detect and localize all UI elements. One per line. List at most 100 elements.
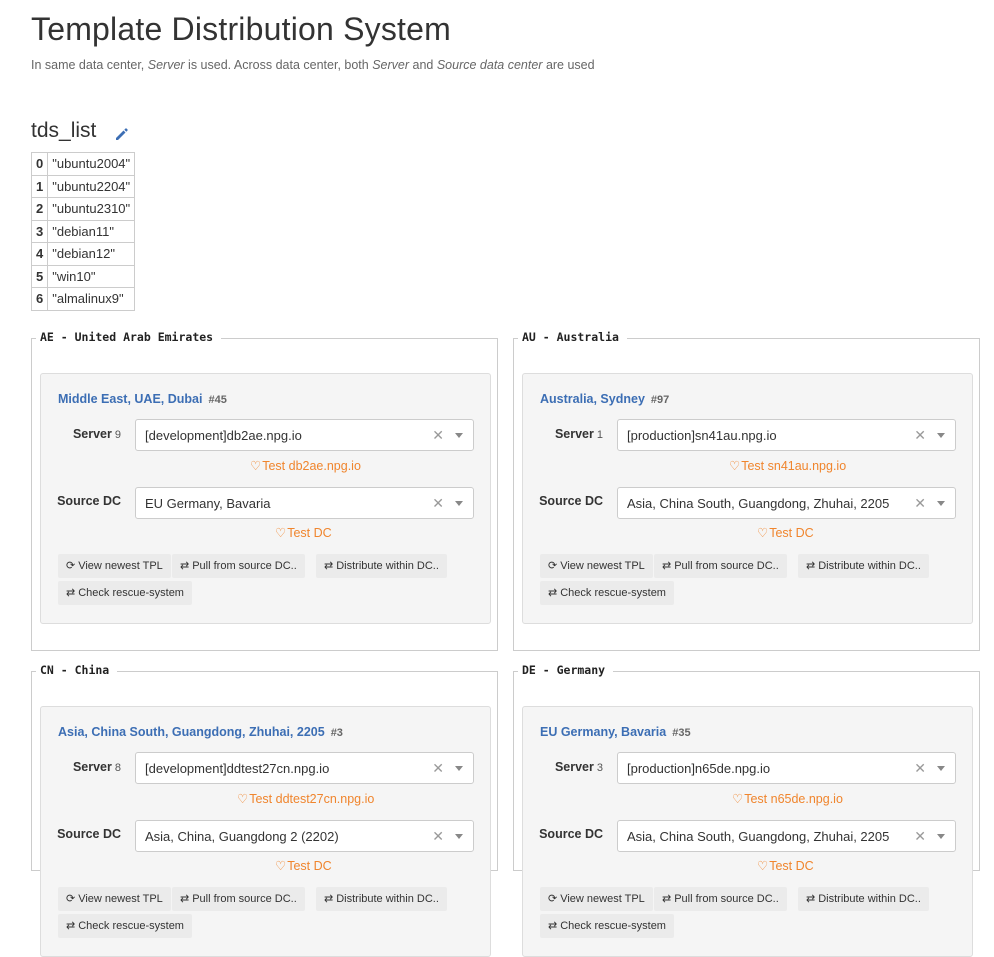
exchange-icon: ⇄ (548, 587, 558, 599)
server-select-value: [development]db2ae.npg.io (145, 428, 302, 443)
pull-from-source-button[interactable]: ⇄ Pull from source DC.. (654, 887, 787, 911)
datacenter-id: #45 (208, 394, 227, 406)
row-index: 2 (30, 197, 49, 221)
heartbeat-icon: ♡ (275, 859, 287, 873)
test-server-link[interactable]: ♡Test sn41au.npg.io (729, 459, 847, 473)
pull-from-source-button[interactable]: ⇄ Pull from source DC.. (172, 887, 305, 911)
caret-down-icon[interactable] (455, 834, 463, 839)
row-value: "ubuntu2310" (47, 197, 136, 221)
close-icon[interactable]: ✕ (432, 495, 444, 511)
check-rescue-system-button[interactable]: ⇄ Check rescue-system (58, 914, 192, 938)
pull-from-source-button[interactable]: ⇄ Pull from source DC.. (172, 554, 305, 578)
check-rescue-system-button[interactable]: ⇄ Check rescue-system (58, 581, 192, 605)
row-value: "almalinux9" (47, 287, 136, 311)
table-row: 3 "debian11" (30, 219, 136, 243)
row-index: 5 (30, 264, 49, 288)
source-dc-select[interactable]: Asia, China, Guangdong 2 (2202) ✕ (135, 820, 474, 852)
test-dc-link[interactable]: ♡Test DC (757, 859, 814, 873)
datacenter-name-link[interactable]: EU Germany, Bavaria #35 (540, 725, 691, 739)
server-select-value: [development]ddtest27cn.npg.io (145, 761, 330, 776)
table-row: 1 "ubuntu2204" (30, 174, 136, 198)
server-count: 3 (596, 762, 603, 774)
view-newest-tpl-button[interactable]: ⟳ View newest TPL (58, 887, 171, 911)
source-dc-select-value: EU Germany, Bavaria (145, 496, 271, 511)
close-icon[interactable]: ✕ (432, 760, 444, 776)
datacenter-id: #97 (650, 394, 670, 406)
close-icon[interactable]: ✕ (914, 828, 926, 844)
view-newest-tpl-button[interactable]: ⟳ View newest TPL (540, 887, 653, 911)
heartbeat-icon: ♡ (237, 792, 249, 806)
distribute-within-dc-button[interactable]: ⇄ Distribute within DC.. (316, 887, 447, 911)
test-server-link[interactable]: ♡Test n65de.npg.io (732, 792, 843, 806)
view-newest-tpl-button[interactable]: ⟳ View newest TPL (58, 554, 171, 578)
source-dc-select-value: Asia, China South, Guangdong, Zhuhai, 22… (627, 496, 890, 511)
server-label: Server 3 (554, 760, 603, 774)
datacenter-card: Middle East, UAE, Dubai #45 Server 9 [deve… (40, 373, 491, 624)
server-select[interactable]: [production]n65de.npg.io ✕ (617, 752, 956, 784)
view-newest-tpl-button[interactable]: ⟳ View newest TPL (540, 554, 653, 578)
region-legend: AE - United Arab Emirates (36, 330, 218, 344)
test-dc-link[interactable]: ♡Test DC (275, 859, 332, 873)
source-dc-select[interactable]: EU Germany, Bavaria ✕ (135, 487, 474, 519)
caret-down-icon[interactable] (937, 766, 945, 771)
caret-down-icon[interactable] (455, 433, 463, 438)
row-index: 0 (30, 152, 49, 176)
test-server-link[interactable]: ♡Test ddtest27cn.npg.io (237, 792, 375, 806)
refresh-icon: ⟳ (548, 560, 558, 572)
check-rescue-system-button[interactable]: ⇄ Check rescue-system (540, 914, 674, 938)
exchange-icon: ⇄ (66, 920, 76, 932)
pull-from-source-button[interactable]: ⇄ Pull from source DC.. (654, 554, 787, 578)
test-dc-link[interactable]: ♡Test DC (275, 526, 332, 540)
datacenter-name-link[interactable]: Middle East, UAE, Dubai #45 (58, 392, 227, 406)
exchange-icon: ⇄ (180, 560, 190, 572)
tds-list-title: tds_list (31, 119, 97, 142)
caret-down-icon[interactable] (455, 766, 463, 771)
test-server-link[interactable]: ♡Test db2ae.npg.io (250, 459, 361, 473)
server-select[interactable]: [production]sn41au.npg.io ✕ (617, 419, 956, 451)
distribute-within-dc-button[interactable]: ⇄ Distribute within DC.. (798, 554, 929, 578)
datacenter-card: EU Germany, Bavaria #35 Server 3 [producti… (522, 706, 973, 957)
close-icon[interactable]: ✕ (914, 495, 926, 511)
heartbeat-icon: ♡ (729, 459, 741, 473)
server-select-value: [production]sn41au.npg.io (627, 428, 777, 443)
close-icon[interactable]: ✕ (914, 427, 926, 443)
heartbeat-icon: ♡ (732, 792, 744, 806)
datacenter-card: Australia, Sydney #97 Server 1 [production… (522, 373, 973, 624)
check-rescue-system-button[interactable]: ⇄ Check rescue-system (540, 581, 674, 605)
region-fieldset: AU - Australia Australia, Sydney #97 Serv… (513, 330, 980, 651)
source-dc-select[interactable]: Asia, China South, Guangdong, Zhuhai, 22… (617, 487, 956, 519)
tds-list-table: 0 "ubuntu2004" 1 "ubuntu2204" 2 "ubuntu2310… (30, 152, 136, 311)
region-legend: AU - Australia (518, 330, 623, 344)
caret-down-icon[interactable] (937, 433, 945, 438)
close-icon[interactable]: ✕ (432, 828, 444, 844)
caret-down-icon[interactable] (937, 501, 945, 506)
server-select[interactable]: [development]db2ae.npg.io ✕ (135, 419, 474, 451)
refresh-icon: ⟳ (66, 893, 76, 905)
distribute-within-dc-button[interactable]: ⇄ Distribute within DC.. (798, 887, 929, 911)
caret-down-icon[interactable] (937, 834, 945, 839)
exchange-icon: ⇄ (324, 560, 334, 572)
close-icon[interactable]: ✕ (914, 760, 926, 776)
distribute-within-dc-button[interactable]: ⇄ Distribute within DC.. (316, 554, 447, 578)
source-dc-label: Source DC (539, 494, 603, 508)
close-icon[interactable]: ✕ (432, 427, 444, 443)
datacenter-name-link[interactable]: Asia, China South, Guangdong, Zhuhai, 22… (58, 725, 343, 739)
caret-down-icon[interactable] (455, 501, 463, 506)
row-value: "debian12" (47, 242, 136, 266)
pencil-icon[interactable] (114, 126, 130, 142)
table-row: 4 "debian12" (30, 242, 136, 266)
source-dc-select[interactable]: Asia, China South, Guangdong, Zhuhai, 22… (617, 820, 956, 852)
server-label: Server 9 (72, 427, 121, 441)
page-title: Template Distribution System (31, 11, 451, 47)
datacenter-name-link[interactable]: Australia, Sydney #97 (540, 392, 670, 406)
refresh-icon: ⟳ (66, 560, 76, 572)
heartbeat-icon: ♡ (275, 526, 287, 540)
server-select-value: [production]n65de.npg.io (627, 761, 771, 776)
server-select[interactable]: [development]ddtest27cn.npg.io ✕ (135, 752, 474, 784)
row-index: 3 (30, 219, 49, 243)
exchange-icon: ⇄ (806, 560, 816, 572)
row-index: 1 (30, 174, 49, 198)
test-dc-link[interactable]: ♡Test DC (757, 526, 814, 540)
refresh-icon: ⟳ (548, 893, 558, 905)
region-fieldset: AE - United Arab Emirates Middle East, U… (31, 330, 498, 651)
